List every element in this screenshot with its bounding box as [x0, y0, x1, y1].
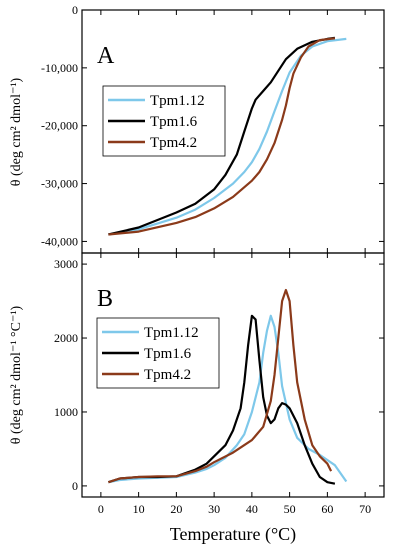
panel-a: 0 -10,000 -20,000 -30,000 -40,000 θ (deg cm² … — [9, 3, 385, 254]
legend-label: Tpm4.2 — [144, 367, 191, 383]
legend-label: Tpm1.6 — [150, 114, 198, 130]
y-axis-label: θ (deg cm² dmol⁻¹) — [9, 77, 24, 186]
x-tick-label: 70 — [359, 502, 371, 516]
panel-label: A — [97, 43, 115, 69]
y-tick-label: -30,000 — [41, 177, 78, 191]
series-line-tpm4-2 — [108, 37, 336, 236]
y-tick-label: -10,000 — [41, 61, 78, 75]
series-line-tpm1-6 — [108, 36, 336, 236]
x-tick-label: 30 — [208, 502, 220, 516]
series-line-tpm4-2 — [108, 288, 333, 484]
plot-frame — [81, 252, 385, 498]
x-tick-label: 40 — [246, 502, 258, 516]
panel-b: 0 10 20 30 40 50 60 70 0 1000 2000 3000 θ (deg cm² d… — [9, 252, 385, 545]
y-tick-label: 2000 — [54, 331, 78, 345]
y-tick-label: 3000 — [54, 257, 78, 271]
legend-label: Tpm1.12 — [144, 325, 199, 341]
x-tick-label: 50 — [284, 502, 296, 516]
y-tick-label: 1000 — [54, 405, 78, 419]
legend-label: Tpm4.2 — [150, 135, 197, 151]
series-line-tpm1-6 — [108, 314, 336, 485]
y-tick-label: 0 — [72, 3, 78, 17]
y-tick-label: -20,000 — [41, 119, 78, 133]
x-tick-label: 10 — [133, 502, 145, 516]
panel-label: B — [97, 286, 113, 312]
x-tick-label: 60 — [321, 502, 333, 516]
x-tick-label: 20 — [170, 502, 182, 516]
y-tick-label: -40,000 — [41, 234, 78, 248]
y-tick-label: 0 — [72, 479, 78, 493]
y-axis-label: θ (deg cm² dmol⁻¹ °C⁻¹) — [9, 305, 24, 444]
x-axis-label: Temperature (°C) — [170, 524, 296, 545]
legend-label: Tpm1.12 — [150, 93, 205, 109]
x-tick-label: 0 — [98, 502, 104, 516]
legend-label: Tpm1.6 — [144, 346, 192, 362]
